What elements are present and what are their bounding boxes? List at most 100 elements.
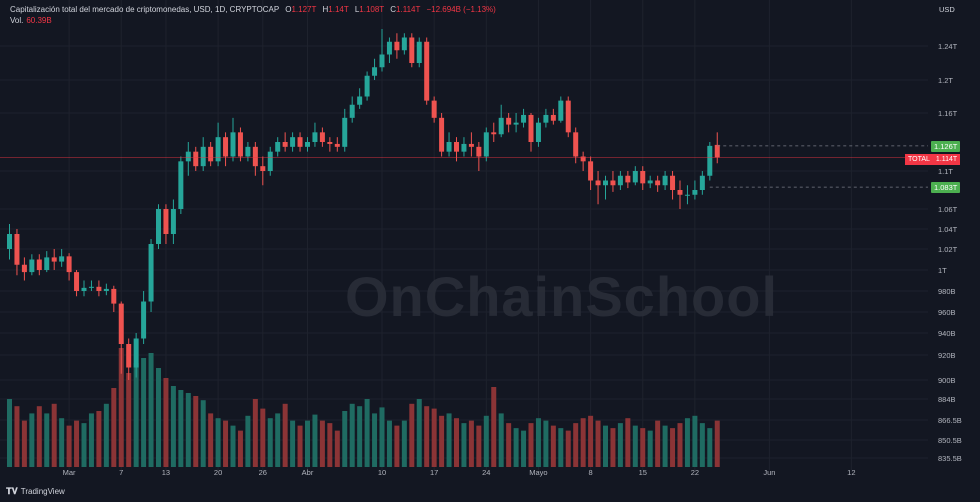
x-tick-label: 15 [639, 468, 647, 477]
volume-bar [96, 411, 102, 467]
candle-body [670, 175, 676, 190]
volume-bar [424, 406, 430, 467]
volume-bar [513, 428, 519, 467]
candle-body [558, 100, 564, 121]
candle-body [290, 137, 296, 147]
candle-body [29, 259, 35, 273]
price-lines [0, 145, 928, 188]
x-tick-label: 13 [162, 468, 170, 477]
price-axis[interactable]: 1.24T 1.2T 1.16T 1.1T 1.06T 1.04T 1.02T 1T 980B 9… [938, 42, 962, 463]
volume-bar [103, 403, 109, 467]
symbol-tag-label: TOTAL [908, 156, 930, 163]
volume-bar [156, 368, 161, 467]
candle-body [364, 75, 370, 97]
candle-body [141, 301, 147, 339]
candle-body [617, 175, 623, 186]
currency-label[interactable]: USD [939, 5, 955, 14]
candle-body [327, 142, 333, 144]
x-tick-label: Jun [763, 468, 775, 477]
price-candles [7, 29, 720, 380]
candle-body [14, 234, 20, 265]
candle-body [245, 146, 251, 157]
candle-body [260, 166, 266, 171]
volume-bar [677, 423, 683, 467]
symbol-title: Capitalización total del mercado de crip… [10, 5, 280, 14]
candle-body [588, 161, 594, 181]
tradingview-logo-icon: 𝐓𝐕 [6, 486, 18, 496]
tradingview-brand[interactable]: 𝐓𝐕 TradingView [6, 486, 65, 497]
y-tick-label: 1.24T [938, 42, 958, 51]
volume-bar [81, 423, 87, 467]
candle-body [684, 194, 690, 196]
volume-bar [223, 420, 229, 467]
candle-body [81, 287, 87, 291]
volume-bar [267, 418, 273, 467]
candle-body [342, 117, 348, 147]
candle-body [521, 114, 527, 123]
candle-body [677, 190, 683, 195]
candle-body [595, 180, 601, 186]
chart-legend: Capitalización total del mercado de crip… [10, 5, 496, 14]
candle-body [357, 96, 363, 105]
candle-body [372, 67, 378, 76]
volume-bar [498, 413, 504, 467]
candle-body [223, 137, 229, 157]
x-tick-label: 17 [430, 468, 438, 477]
volume-bar [170, 386, 176, 467]
candle-body [230, 132, 236, 157]
candle-body [461, 143, 467, 152]
volume-bar [535, 418, 541, 467]
time-axis[interactable]: Mar 7 13 20 26 Abr 10 17 24 Mayo 8 15 22 Jun 12 [63, 468, 856, 477]
candle-body [252, 146, 258, 167]
x-tick-label: 24 [482, 468, 490, 477]
candle-body [88, 286, 94, 288]
candle-body [535, 122, 541, 142]
candle-body [610, 180, 616, 186]
volume-bar [543, 420, 549, 467]
y-tick-label: 960B [938, 308, 956, 317]
candle-body [103, 288, 109, 291]
volume-bar [573, 423, 579, 467]
volume-bar [349, 403, 355, 467]
volume-bar [431, 408, 437, 467]
candle-body [148, 244, 154, 302]
volume-bar [401, 420, 407, 467]
volume-bar [379, 407, 385, 467]
candle-body [603, 180, 608, 186]
ohlc-low: 1.108T [359, 5, 385, 14]
candle-body [528, 114, 534, 142]
ohlc-open-label: O [285, 5, 292, 14]
x-tick-label: 26 [259, 468, 267, 477]
candle-body [401, 37, 407, 51]
candle-body [565, 100, 571, 133]
volume-bar [245, 415, 251, 467]
volume-bar [334, 430, 340, 467]
candle-body [468, 143, 474, 147]
volume-bar [595, 420, 601, 467]
candle-body [409, 37, 415, 63]
volume-value: 60.39B [26, 16, 52, 25]
x-tick-label: Abr [302, 468, 314, 477]
volume-bar [215, 418, 221, 467]
high-price-tag: 1.126T [931, 141, 961, 152]
candle-body [655, 180, 661, 186]
volume-bar [692, 415, 698, 467]
candle-body [446, 142, 452, 152]
volume-bar [655, 420, 661, 467]
volume-bar [565, 430, 571, 467]
candle-body [208, 146, 214, 162]
volume-bar [126, 373, 132, 467]
y-tick-label: 1.04T [938, 225, 958, 234]
candle-body [714, 144, 720, 158]
candle-body [133, 338, 139, 368]
volume-bar [252, 399, 258, 467]
y-tick-label: 884B [938, 395, 956, 404]
y-tick-label: 920B [938, 351, 956, 360]
candle-body [267, 151, 273, 171]
candle-body [66, 256, 72, 273]
volume-bar [290, 420, 296, 467]
volume-bar [409, 403, 415, 467]
ohlc-close-label: C [390, 5, 397, 14]
volume-bar [178, 390, 184, 467]
